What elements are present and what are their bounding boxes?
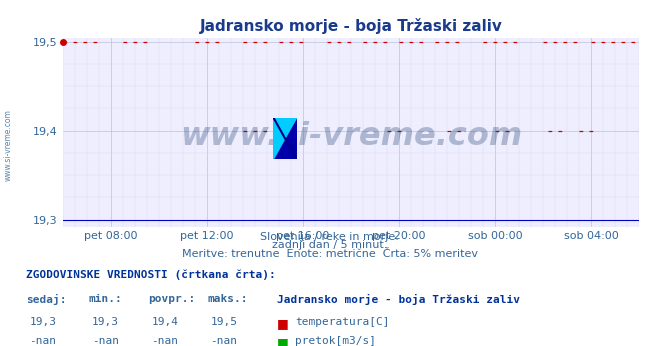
- Text: 19,5: 19,5: [211, 317, 237, 327]
- Text: 19,4: 19,4: [152, 317, 178, 327]
- Polygon shape: [285, 118, 292, 159]
- Text: povpr.:: povpr.:: [148, 294, 196, 304]
- Text: pretok[m3/s]: pretok[m3/s]: [295, 336, 376, 346]
- Text: ZGODOVINSKE VREDNOSTI (črtkana črta):: ZGODOVINSKE VREDNOSTI (črtkana črta):: [26, 270, 276, 280]
- Text: min.:: min.:: [89, 294, 123, 304]
- Text: www.si-vreme.com: www.si-vreme.com: [3, 109, 13, 181]
- Text: zadnji dan / 5 minut.: zadnji dan / 5 minut.: [272, 240, 387, 251]
- Text: temperatura[C]: temperatura[C]: [295, 317, 389, 327]
- Text: maks.:: maks.:: [208, 294, 248, 304]
- Polygon shape: [273, 118, 285, 159]
- Text: -nan: -nan: [211, 336, 237, 346]
- Text: 19,3: 19,3: [92, 317, 119, 327]
- Polygon shape: [273, 118, 297, 159]
- Text: www.si-vreme.com: www.si-vreme.com: [180, 121, 522, 152]
- Text: 19,3: 19,3: [30, 317, 56, 327]
- Text: -nan: -nan: [92, 336, 119, 346]
- Polygon shape: [273, 118, 297, 159]
- Text: sedaj:: sedaj:: [26, 294, 67, 305]
- Text: -nan: -nan: [30, 336, 56, 346]
- Text: ■: ■: [277, 317, 289, 330]
- Text: Jadransko morje - boja Tržaski zaliv: Jadransko morje - boja Tržaski zaliv: [277, 294, 520, 305]
- Text: Meritve: trenutne  Enote: metrične  Črta: 5% meritev: Meritve: trenutne Enote: metrične Črta: …: [181, 249, 478, 259]
- Title: Jadransko morje - boja Tržaski zaliv: Jadransko morje - boja Tržaski zaliv: [200, 18, 502, 34]
- Text: -nan: -nan: [152, 336, 178, 346]
- Text: ■: ■: [277, 336, 289, 346]
- Text: Slovenija / reke in morje.: Slovenija / reke in morje.: [260, 232, 399, 242]
